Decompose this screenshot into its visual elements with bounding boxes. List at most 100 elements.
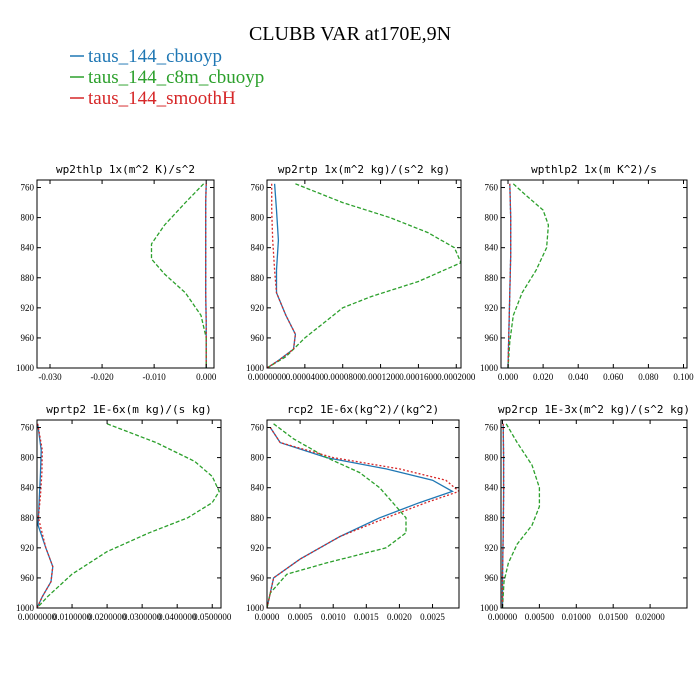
series-line-3-2 <box>37 423 54 608</box>
y-tick-label-3-2: 840 <box>21 483 35 493</box>
x-tick-label-1-5: 0.0002000 <box>437 372 476 382</box>
plot-frame-2 <box>500 179 688 369</box>
x-tick-label-4-0: 0.0000 <box>255 612 280 622</box>
y-tick-label-2-1: 800 <box>485 213 499 223</box>
series-line-3-1 <box>37 423 220 608</box>
y-tick-label-0-1: 800 <box>21 213 35 223</box>
y-tick-label-0-5: 960 <box>21 333 35 343</box>
y-tick-label-5-3: 880 <box>485 513 499 523</box>
x-tick-label-1-3: 0.0001200 <box>361 372 400 382</box>
y-tick-label-3-0: 760 <box>21 423 35 433</box>
y-tick-label-0-4: 920 <box>21 303 35 313</box>
x-tick-label-3-0: 0.0000000 <box>18 612 57 622</box>
panel-title-5: wp2rcp 1E-3x(m^2 kg)/(s^2 kg) <box>498 403 690 416</box>
series-line-4-0 <box>267 427 454 608</box>
x-tick-label-0-3: 0.000 <box>196 372 217 382</box>
panel-2: wpthlp2 1x(m K^2)/s 760 800 840 880 920 960 100… <box>480 163 694 382</box>
x-tick-label-3-3: 0.0300000 <box>123 612 162 622</box>
legend: taus_144_cbuoyp taus_144_c8m_cbuoyp taus… <box>70 46 264 109</box>
x-tick-label-2-3: 0.060 <box>603 372 624 382</box>
y-tick-label-1-6: 1000 <box>246 363 265 373</box>
y-tick-label-2-2: 840 <box>485 243 499 253</box>
x-tick-label-1-4: 0.0001600 <box>399 372 438 382</box>
x-tick-label-2-4: 0.080 <box>638 372 659 382</box>
x-tick-label-4-4: 0.0020 <box>387 612 412 622</box>
y-tick-label-5-5: 960 <box>485 573 499 583</box>
series-line-0-1 <box>150 183 207 368</box>
x-tick-label-2-5: 0.100 <box>673 372 694 382</box>
plot-frame-0 <box>36 179 215 369</box>
series-line-0-2 <box>205 183 207 368</box>
y-tick-label-2-6: 1000 <box>480 363 499 373</box>
x-tick-label-5-1: 0.00500 <box>525 612 555 622</box>
y-tick-label-1-1: 800 <box>251 213 265 223</box>
series-group-1 <box>267 183 461 368</box>
y-tick-label-1-4: 920 <box>251 303 265 313</box>
y-tick-label-0-2: 840 <box>21 243 35 253</box>
plot-frame-5 <box>500 419 688 609</box>
series-line-2-1 <box>507 183 550 368</box>
y-tick-label-0-0: 760 <box>21 183 35 193</box>
y-tick-label-2-0: 760 <box>485 183 499 193</box>
y-tick-label-4-3: 880 <box>251 513 265 523</box>
legend-label-1: taus_144_c8m_cbuoyp <box>88 67 264 88</box>
y-tick-label-3-5: 960 <box>21 573 35 583</box>
y-tick-label-2-4: 920 <box>485 303 499 313</box>
x-tick-label-0-0: -0.030 <box>38 372 62 382</box>
series-line-4-2 <box>267 427 459 608</box>
panel-title-2: wpthlp2 1x(m K^2)/s <box>531 163 657 176</box>
series-group-0 <box>150 183 207 368</box>
x-tick-label-3-4: 0.0400000 <box>158 612 197 622</box>
series-group-5 <box>501 423 541 608</box>
x-tick-label-1-1: 0.0000400 <box>286 372 325 382</box>
y-tick-label-4-5: 960 <box>251 573 265 583</box>
x-tick-label-4-5: 0.0025 <box>420 612 445 622</box>
x-tick-label-3-5: 0.0500000 <box>193 612 232 622</box>
y-tick-label-4-4: 920 <box>251 543 265 553</box>
y-tick-label-3-6: 1000 <box>16 603 35 613</box>
y-tick-label-2-5: 960 <box>485 333 499 343</box>
x-tick-label-3-2: 0.0200000 <box>88 612 127 622</box>
panel-0: wp2thlp 1x(m^2 K)/s^2 760 800 840 880 920 960 1… <box>16 163 217 382</box>
panel-5: wp2rcp 1E-3x(m^2 kg)/(s^2 kg) 760 800 840 88… <box>480 403 690 622</box>
panels: wp2thlp 1x(m^2 K)/s^2 760 800 840 880 920 960 1… <box>16 163 694 622</box>
x-tick-label-5-0: 0.00000 <box>488 612 518 622</box>
y-tick-label-2-3: 880 <box>485 273 499 283</box>
series-line-4-1 <box>267 423 407 608</box>
panel-1: wp2rtp 1x(m^2 kg)/(s^2 kg) 760 800 840 880 92… <box>246 163 476 382</box>
y-tick-label-0-3: 880 <box>21 273 35 283</box>
x-tick-label-4-3: 0.0015 <box>354 612 379 622</box>
y-tick-label-5-2: 840 <box>485 483 499 493</box>
series-line-1-1 <box>267 183 461 368</box>
y-tick-label-4-2: 840 <box>251 483 265 493</box>
series-line-5-1 <box>501 423 541 608</box>
series-line-3-0 <box>37 423 54 608</box>
y-tick-label-1-2: 840 <box>251 243 265 253</box>
legend-label-0: taus_144_cbuoyp <box>88 46 222 67</box>
y-tick-label-1-3: 880 <box>251 273 265 283</box>
series-group-4 <box>267 423 459 608</box>
x-tick-label-4-2: 0.0010 <box>321 612 346 622</box>
x-tick-label-0-1: -0.020 <box>90 372 114 382</box>
legend-label-2: taus_144_smoothH <box>88 88 236 109</box>
series-line-1-2 <box>267 183 297 368</box>
x-tick-label-3-1: 0.0100000 <box>53 612 92 622</box>
panel-title-1: wp2rtp 1x(m^2 kg)/(s^2 kg) <box>278 163 450 176</box>
y-tick-label-0-6: 1000 <box>16 363 35 373</box>
x-tick-label-5-2: 0.01000 <box>562 612 592 622</box>
y-tick-label-3-4: 920 <box>21 543 35 553</box>
figure-title: CLUBB VAR at170E,9N <box>249 23 451 45</box>
panel-4: rcp2 1E-6x(kg^2)/(kg^2) 760 800 840 880 920 96… <box>246 403 460 622</box>
y-tick-label-1-0: 760 <box>251 183 265 193</box>
x-tick-label-5-3: 0.01500 <box>599 612 629 622</box>
series-group-3 <box>37 423 220 608</box>
panel-3: wprtp2 1E-6x(m kg)/(s kg) 760 800 840 880 920… <box>16 403 232 622</box>
plot-frame-1 <box>266 179 462 369</box>
series-line-1-0 <box>267 183 297 368</box>
y-tick-label-5-6: 1000 <box>480 603 499 613</box>
plot-frame-3 <box>36 419 222 609</box>
x-tick-label-1-2: 0.0000800 <box>324 372 363 382</box>
x-tick-label-2-2: 0.040 <box>568 372 589 382</box>
y-tick-label-5-4: 920 <box>485 543 499 553</box>
